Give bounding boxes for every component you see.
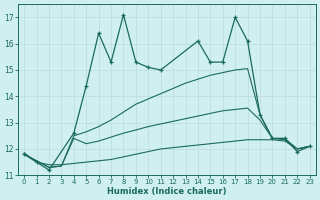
X-axis label: Humidex (Indice chaleur): Humidex (Indice chaleur) (107, 187, 227, 196)
